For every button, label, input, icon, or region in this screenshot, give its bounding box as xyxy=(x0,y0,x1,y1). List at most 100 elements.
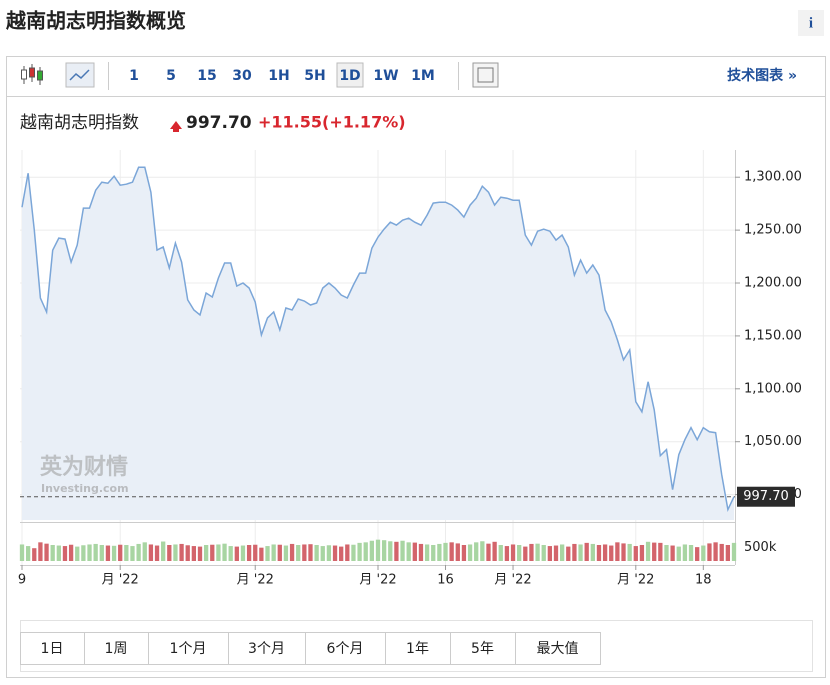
volume-bar xyxy=(645,541,651,561)
volume-bar xyxy=(332,545,338,561)
volume-bar xyxy=(609,545,614,561)
volume-bar xyxy=(375,539,381,561)
page-title: 越南胡志明指数概览 xyxy=(5,9,186,33)
volume-bar xyxy=(553,545,559,561)
last-price-box xyxy=(737,486,795,507)
info-button[interactable] xyxy=(798,10,824,36)
interval-button[interactable]: 1W xyxy=(373,68,398,84)
period-button[interactable] xyxy=(20,632,85,665)
volume-bar xyxy=(44,543,49,561)
volume-bar xyxy=(357,542,362,561)
candle-icon[interactable] xyxy=(21,64,43,85)
layout-icon[interactable] xyxy=(472,62,499,88)
period-label[interactable]: 5年 xyxy=(471,641,494,657)
volume-bar xyxy=(449,542,454,561)
volume-bar xyxy=(302,544,307,561)
volume-bar xyxy=(725,545,731,561)
volume-bar xyxy=(81,545,86,561)
volume-bar xyxy=(688,545,694,561)
period-button[interactable] xyxy=(515,632,601,665)
y-tick-label: 1,250.00 xyxy=(744,223,802,238)
volume-bar xyxy=(627,543,632,561)
tech-chart-link[interactable]: 技术图表 » xyxy=(727,67,797,84)
line-icon[interactable] xyxy=(65,62,95,88)
volume-bar xyxy=(25,546,31,561)
volume-bar xyxy=(148,544,154,561)
volume-bar xyxy=(547,546,553,561)
volume-bar xyxy=(118,544,123,561)
volume-bar xyxy=(161,541,166,561)
watermark-brand: 英为财情 xyxy=(40,454,128,480)
volume-bar xyxy=(719,543,724,561)
volume-bar xyxy=(658,542,663,561)
frame xyxy=(6,56,826,678)
volume-bar xyxy=(590,543,595,561)
volume-bar xyxy=(504,546,510,561)
volume-bar xyxy=(615,542,620,561)
volume-bar xyxy=(253,544,258,561)
quote-name: 越南胡志明指数 xyxy=(20,113,139,133)
interval-button[interactable]: 30 xyxy=(232,68,252,84)
interval-button[interactable]: 1H xyxy=(268,68,289,84)
volume-bar xyxy=(455,543,460,561)
volume-bar xyxy=(566,546,571,561)
y-tick-label: 1,100.00 xyxy=(744,381,802,396)
period-button[interactable] xyxy=(305,632,386,665)
volume-bar xyxy=(277,544,282,561)
volume-bar xyxy=(136,543,141,561)
volume-bar xyxy=(670,545,675,561)
volume-bar xyxy=(363,542,368,561)
volume-bar xyxy=(424,544,430,561)
volume-bar xyxy=(541,545,546,561)
volume-bar xyxy=(394,541,399,561)
period-label[interactable]: 3个月 xyxy=(248,641,285,657)
interval-button[interactable]: 15 xyxy=(197,68,216,84)
volume-bar xyxy=(486,543,491,561)
period-label[interactable]: 1年 xyxy=(406,641,429,657)
quote-price: 997.70 xyxy=(186,113,252,133)
volume-bar xyxy=(185,545,190,561)
period-label[interactable]: 1日 xyxy=(41,641,64,657)
volume-bar xyxy=(283,545,289,561)
volume-bar xyxy=(388,541,393,561)
period-button[interactable] xyxy=(228,632,306,665)
period-button[interactable] xyxy=(148,632,229,665)
volume-bar xyxy=(633,546,638,561)
volume-bar xyxy=(602,544,608,561)
volume-bar xyxy=(652,542,657,561)
volume-bar xyxy=(517,545,522,561)
volume-bar xyxy=(62,546,68,561)
line-icon-glyph xyxy=(69,69,90,81)
volume-bar xyxy=(210,544,215,561)
period-label[interactable]: 1周 xyxy=(105,641,128,657)
last-price-label: 997.70 xyxy=(743,489,789,504)
interval-button[interactable]: 5H xyxy=(304,68,325,84)
volume-bar xyxy=(191,546,197,561)
interval-selected[interactable] xyxy=(336,62,364,88)
interval-button[interactable]: 1 xyxy=(129,68,139,84)
period-label[interactable]: 最大值 xyxy=(537,641,579,657)
volume-bar xyxy=(707,543,712,561)
x-tick-label: 月 '22 xyxy=(237,573,274,588)
x-tick-label: 18 xyxy=(695,573,712,588)
info-icon[interactable]: i xyxy=(809,15,813,31)
period-button[interactable] xyxy=(450,632,516,665)
period-button[interactable] xyxy=(385,632,451,665)
volume-bar xyxy=(130,546,135,561)
volume-bar xyxy=(320,546,325,561)
interval-button[interactable]: 1M xyxy=(411,68,435,84)
interval-button[interactable]: 1D xyxy=(339,68,360,84)
volume-bar xyxy=(731,542,737,561)
y-tick-label: 1,300.00 xyxy=(744,170,802,185)
period-label[interactable]: 1个月 xyxy=(170,641,207,657)
period-label[interactable]: 6个月 xyxy=(327,641,364,657)
volume-bar xyxy=(197,546,203,561)
volume-bar xyxy=(216,544,221,561)
layout-icon-glyph xyxy=(477,67,494,83)
volume-bar xyxy=(431,545,436,561)
volume-bar xyxy=(578,544,583,561)
interval-button[interactable]: 5 xyxy=(166,68,176,84)
volume-bar xyxy=(265,546,270,561)
volume-bar xyxy=(173,544,178,561)
volume-bar xyxy=(369,540,375,561)
